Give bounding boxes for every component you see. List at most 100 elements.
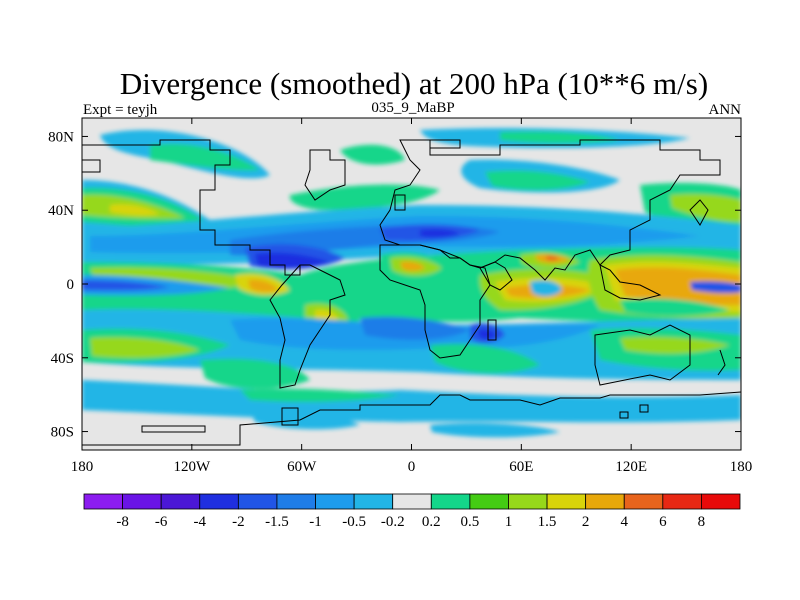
coastline-ross-ice-shelf [141, 425, 206, 433]
colorbar-label: -0.5 [342, 514, 366, 530]
x-tick-label: 60W [287, 459, 317, 475]
colorbar-label: -1.5 [265, 514, 289, 530]
x-tick-label: 60E [509, 459, 533, 475]
contour-cyan-arabian-sea [530, 280, 562, 297]
contour-deepblue-northafrica [420, 229, 460, 238]
x-axis: 180 120W 60W 0 60E 120E 180 [71, 118, 753, 475]
contour-darkblue-equatorial-east [82, 280, 170, 291]
case-label: 035_9_MaBP [371, 100, 454, 116]
contour-cyan-antarctica-edge [430, 422, 560, 438]
contour-green-atlantic-north [289, 184, 440, 210]
colorbar-swatch [430, 493, 471, 510]
colorbar-label: 0.2 [422, 514, 441, 530]
y-tick-label: 0 [67, 277, 75, 293]
y-tick-label: 40N [48, 203, 74, 219]
colorbar-swatch [315, 493, 355, 510]
colorbar-swatch [546, 493, 587, 510]
coastline-greenland [304, 149, 346, 201]
colorbar-label: 4 [620, 514, 628, 530]
colorbar-label: -2 [232, 514, 245, 530]
colorbar-label: -1 [309, 514, 322, 530]
contour-orange-west-pacific [615, 267, 741, 306]
coastline-kerguelen [639, 404, 649, 413]
x-tick-label: 180 [71, 459, 94, 475]
contour-green-south-indian [430, 343, 540, 374]
contour-green-southern-ocean-central [200, 358, 310, 389]
contour-deepblue-madagascar [478, 329, 496, 339]
coastlines [82, 139, 741, 446]
colorbar-swatch [585, 493, 625, 510]
coastline-south-georgia [619, 411, 629, 419]
contour-green-arctic-mid [340, 144, 405, 165]
chart-title: Divergence (smoothed) at 200 hPa (10**6 … [120, 66, 708, 101]
coastline-japan [689, 199, 709, 226]
colorbar-swatch [662, 493, 702, 510]
coastline-arabia [479, 261, 513, 291]
contour-green-southern-ocean-west [240, 388, 400, 403]
contour-orange-africa-west [400, 261, 425, 271]
colorbar-label: 2 [582, 514, 590, 530]
y-tick-label: 80N [48, 129, 74, 145]
colorbar-swatch [199, 493, 239, 510]
colorbar: -8 -6 -4 -2 -1.5 -1 -0.5 -0.2 0.2 0.5 1 1.5 2 4 6 8 [83, 493, 741, 530]
coastline-eurasia [379, 139, 721, 281]
contour-darkblue-central-pacific [690, 281, 741, 294]
contour-yellow-nh-midlat [110, 204, 160, 216]
contour-lime-south-pacific [90, 337, 200, 358]
y-axis: 80N 40N 0 40S 80S [48, 129, 741, 441]
colorbar-label: -8 [116, 514, 129, 530]
contour-deepblue-central-america [255, 252, 330, 269]
coastline-arctic-islands [82, 159, 101, 173]
x-tick-label: 120W [173, 459, 211, 475]
x-tick-label: 0 [408, 459, 416, 475]
contour-green-arctic-left [150, 143, 260, 171]
experiment-label: Expt = teyjh [83, 102, 158, 118]
coastline-antarctica [82, 391, 741, 446]
colorbar-swatch [276, 493, 316, 510]
contour-orange-south-america [248, 279, 278, 293]
colorbar-label: 1 [505, 514, 513, 530]
coastline-north-america [82, 139, 310, 276]
contour-lime-asia-north [670, 193, 741, 222]
colorbar-swatch [701, 493, 741, 510]
colorbar-swatch [83, 493, 123, 510]
contour-fields [82, 127, 741, 438]
colorbar-label: -0.2 [381, 514, 405, 530]
coastline-australia [594, 324, 691, 386]
coastline-south-america [269, 264, 346, 389]
colorbar-label: 8 [698, 514, 706, 530]
contour-cyan-antarctica [250, 409, 360, 430]
colorbar-label: 0.5 [461, 514, 480, 530]
coastline-antarctic-peninsula [281, 407, 299, 426]
x-tick-label: 180 [730, 459, 753, 475]
colorbar-label: -4 [194, 514, 207, 530]
colorbar-swatch [508, 493, 548, 510]
coastline-new-zealand [717, 349, 726, 376]
y-tick-label: 40S [51, 351, 74, 367]
colorbar-swatch [392, 493, 432, 510]
colorbar-label: 6 [659, 514, 667, 530]
colorbar-label: -6 [155, 514, 168, 530]
colorbar-swatch [353, 493, 394, 510]
colorbar-swatch [623, 493, 664, 510]
colorbar-swatch [237, 493, 278, 510]
season-label: ANN [709, 102, 742, 118]
contour-blue-south-atlantic [360, 316, 470, 340]
contour-green-west-pacific-south [620, 298, 730, 317]
coastline-svalbard [429, 139, 461, 149]
coastline-madagascar [487, 319, 497, 341]
map-panel [82, 118, 741, 450]
contour-green-siberia [485, 170, 590, 191]
coastline-africa [379, 244, 491, 359]
coastline-southeast-asia [599, 264, 662, 301]
colorbar-swatch [122, 493, 162, 510]
colorbar-label: 1.5 [538, 514, 557, 530]
contour-red-tibet [546, 255, 559, 261]
y-tick-label: 80S [51, 425, 74, 441]
colorbar-swatch [160, 493, 201, 510]
x-tick-label: 120E [615, 459, 647, 475]
colorbar-swatch [469, 493, 509, 510]
coastline-uk [394, 194, 406, 211]
contour-lime-australia [620, 336, 730, 354]
